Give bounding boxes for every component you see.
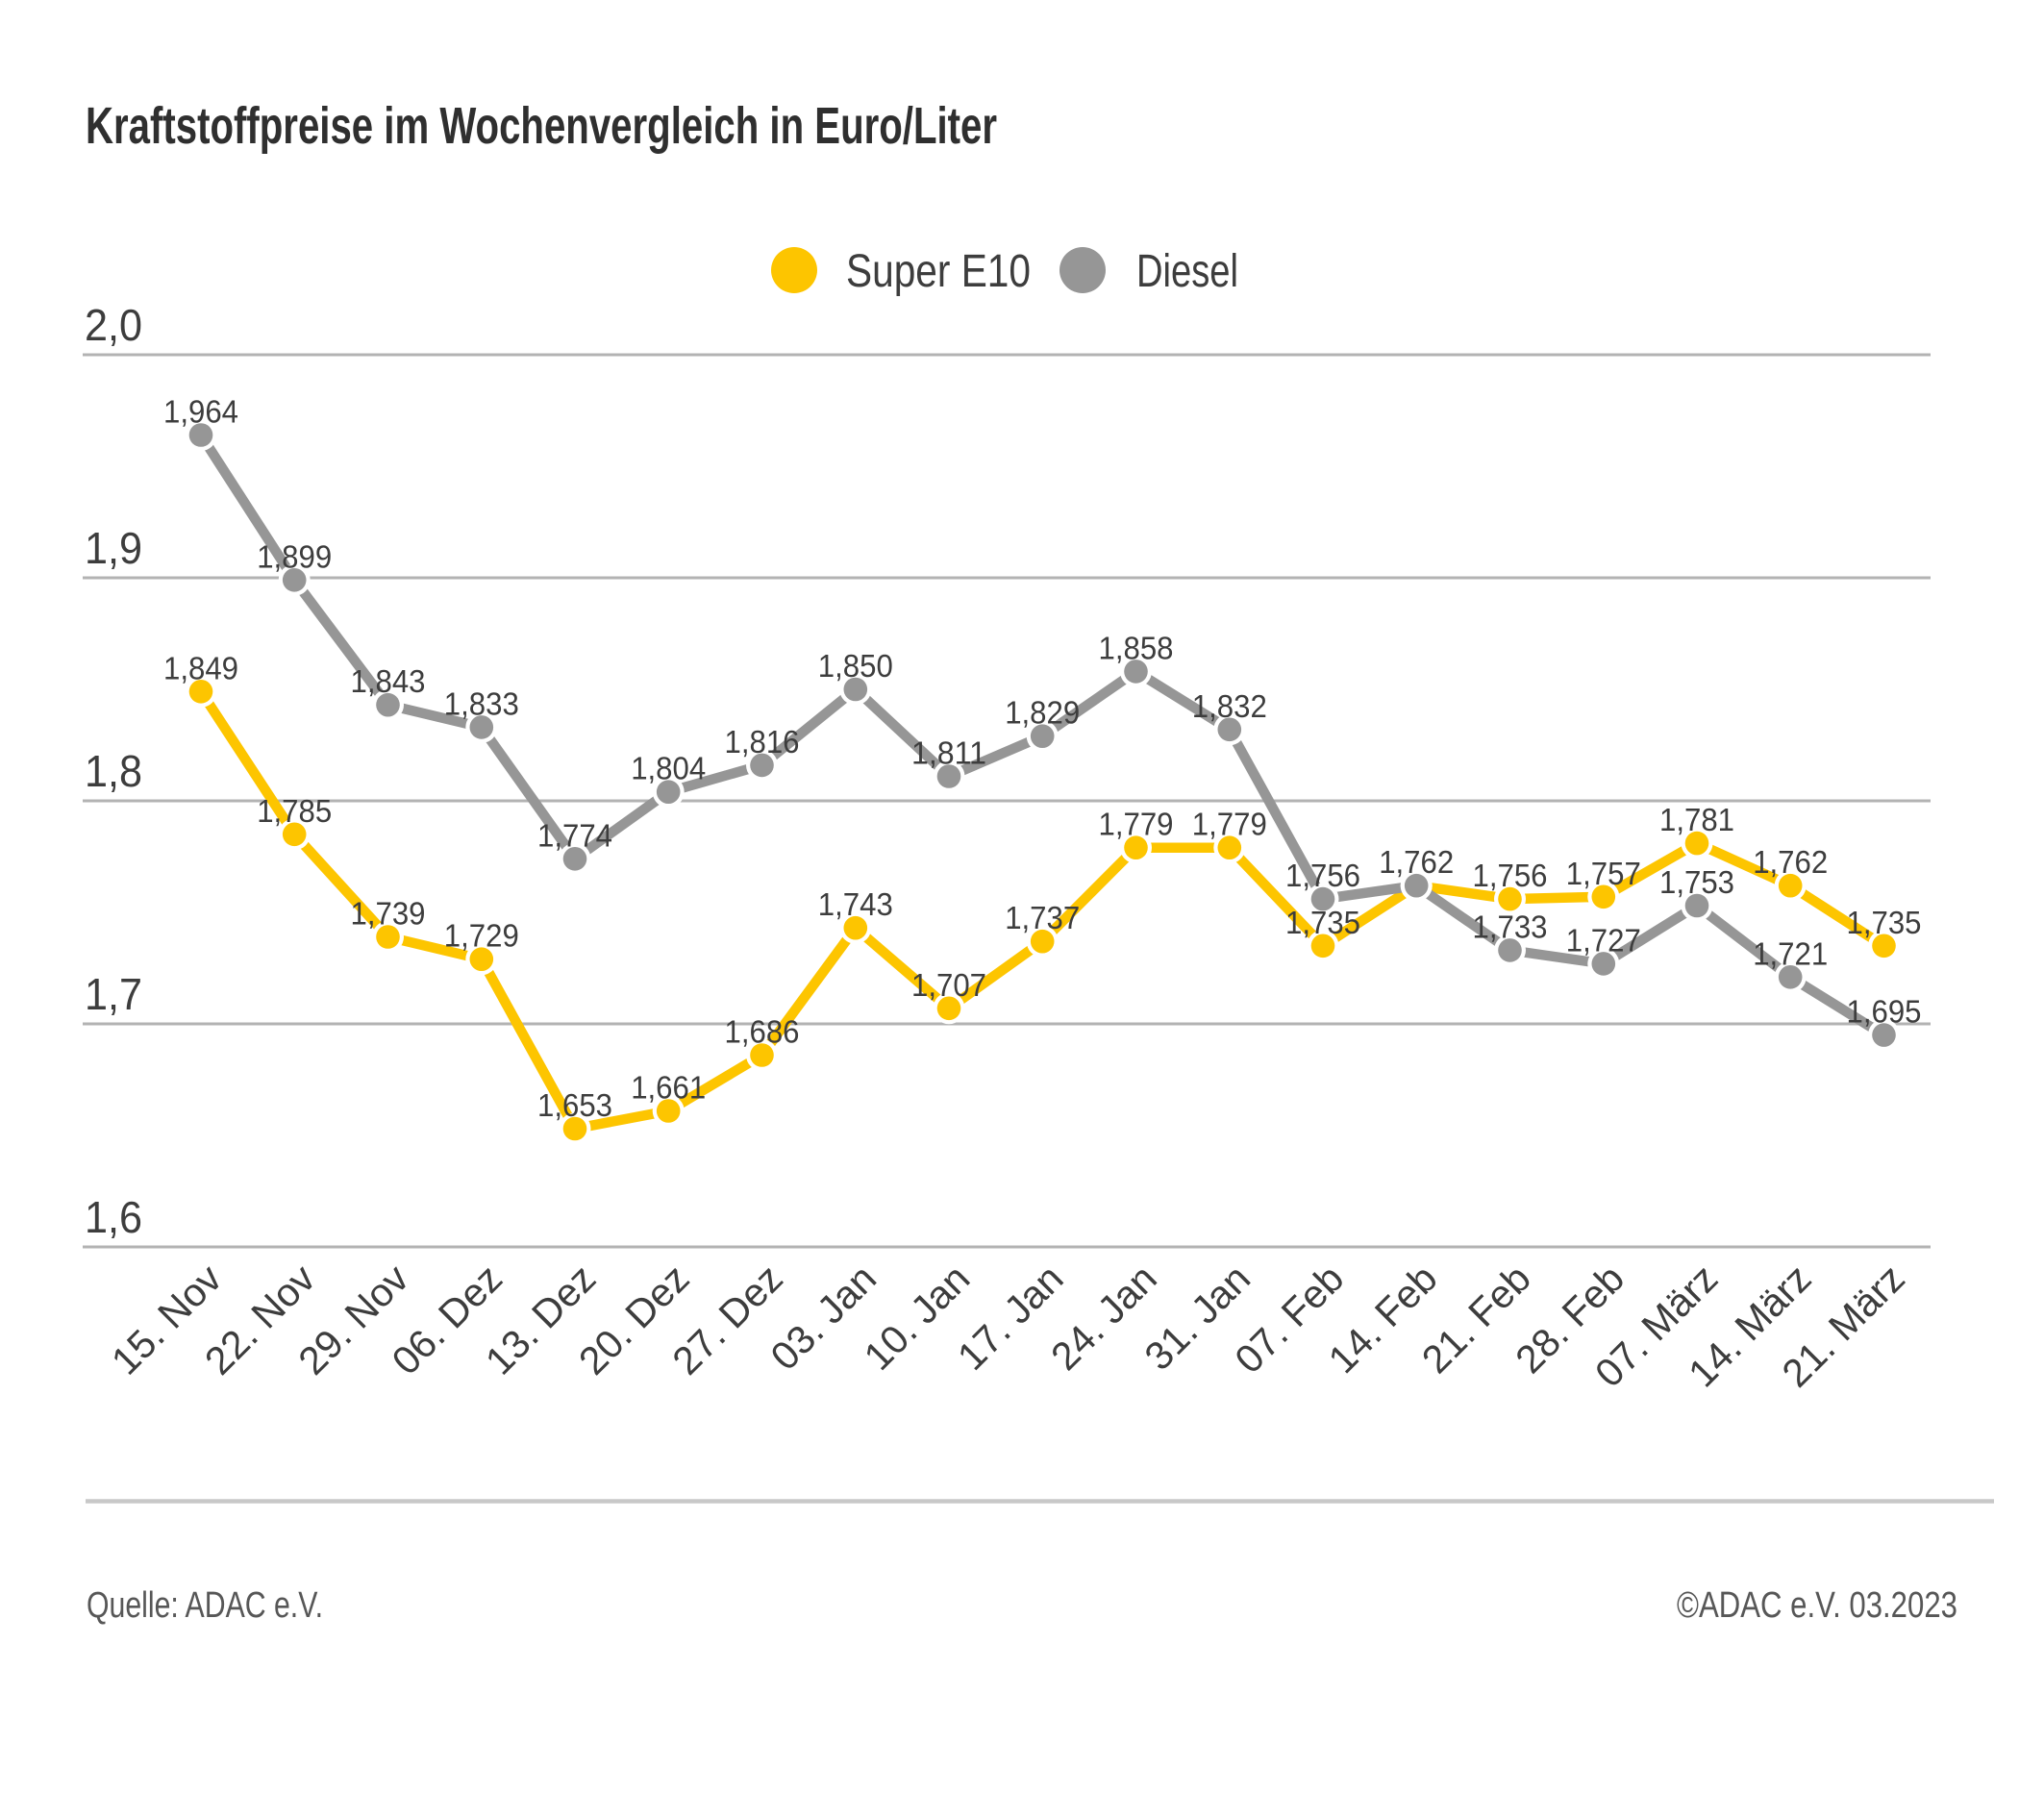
svg-text:1,653: 1,653 [537,1087,612,1123]
svg-text:1,661: 1,661 [631,1070,706,1106]
svg-text:1,727: 1,727 [1566,922,1641,958]
svg-text:24. Jan: 24. Jan [1042,1256,1165,1379]
svg-text:Diesel: Diesel [1136,246,1238,297]
svg-text:1,695: 1,695 [1847,994,1922,1030]
svg-text:1,729: 1,729 [444,918,519,954]
svg-text:1,774: 1,774 [537,817,612,853]
svg-text:10. Jan: 10. Jan [856,1256,979,1379]
svg-text:1,762: 1,762 [1379,844,1454,880]
svg-text:1,6: 1,6 [85,1192,142,1242]
svg-text:1,964: 1,964 [163,394,238,430]
svg-text:1,8: 1,8 [85,746,142,796]
svg-text:1,843: 1,843 [351,663,426,699]
svg-text:1,9: 1,9 [85,523,142,573]
svg-text:1,811: 1,811 [911,735,986,771]
svg-text:1,858: 1,858 [1099,630,1174,665]
svg-text:1,832: 1,832 [1192,688,1267,724]
svg-text:1,829: 1,829 [1005,695,1080,731]
svg-text:1,757: 1,757 [1566,856,1641,891]
svg-text:1,737: 1,737 [1005,900,1080,935]
svg-text:1,804: 1,804 [631,751,706,786]
svg-text:1,733: 1,733 [1473,909,1548,944]
svg-text:1,721: 1,721 [1753,935,1828,971]
svg-text:1,779: 1,779 [1099,807,1174,842]
svg-text:1,756: 1,756 [1473,858,1548,893]
svg-text:1,707: 1,707 [911,967,986,1003]
svg-text:Kraftstoffpreise im Wochenverg: Kraftstoffpreise im Wochenvergleich in E… [86,97,997,155]
svg-text:©ADAC e.V. 03.2023: ©ADAC e.V. 03.2023 [1677,1585,1957,1626]
svg-text:17. Jan: 17. Jan [949,1256,1072,1379]
svg-text:1,781: 1,781 [1659,802,1734,837]
svg-text:1,850: 1,850 [818,648,893,684]
svg-text:Quelle: ADAC e.V.: Quelle: ADAC e.V. [87,1585,323,1626]
svg-text:1,816: 1,816 [725,724,800,760]
svg-text:1,762: 1,762 [1753,844,1828,880]
svg-text:2,0: 2,0 [85,300,142,350]
svg-text:1,743: 1,743 [818,886,893,922]
svg-text:1,753: 1,753 [1659,864,1734,900]
svg-text:1,686: 1,686 [725,1014,800,1050]
svg-text:1,833: 1,833 [444,685,519,721]
svg-text:1,899: 1,899 [257,538,332,574]
svg-text:03. Jan: 03. Jan [762,1256,885,1379]
svg-text:Super E10: Super E10 [846,246,1031,297]
svg-text:1,7: 1,7 [85,969,142,1019]
svg-text:1,785: 1,785 [257,793,332,829]
svg-text:1,756: 1,756 [1285,858,1360,893]
svg-text:1,739: 1,739 [351,896,426,932]
svg-text:1,735: 1,735 [1285,905,1360,940]
svg-text:1,849: 1,849 [163,650,238,685]
svg-text:1,735: 1,735 [1847,905,1922,940]
svg-text:1,779: 1,779 [1192,807,1267,842]
